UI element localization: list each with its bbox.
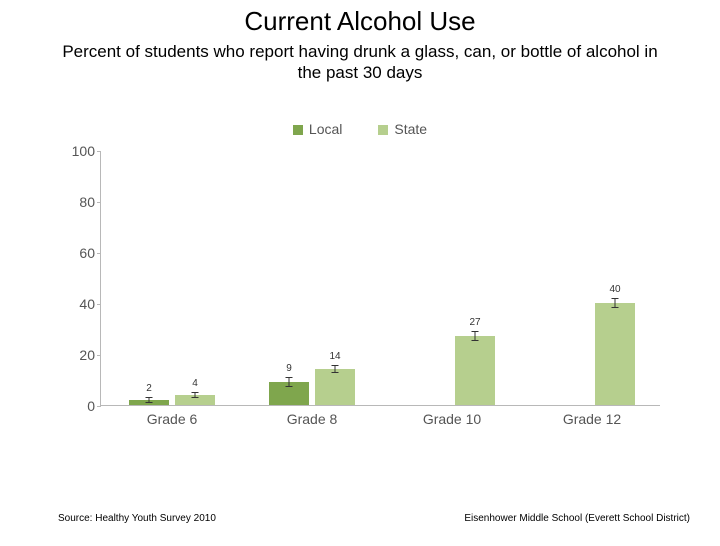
y-tick-label: 40 (61, 296, 95, 312)
y-tick-mark (97, 304, 101, 305)
error-bar (335, 365, 336, 373)
bar-value-label: 27 (469, 318, 480, 329)
y-tick-label: 20 (61, 347, 95, 363)
legend-label: State (394, 121, 427, 137)
legend-swatch (293, 125, 303, 135)
footer-school: Eisenhower Middle School (Everett School… (464, 513, 690, 524)
chart-title: Current Alcohol Use (0, 6, 720, 37)
legend-label: Local (309, 121, 342, 137)
bar: 14 (315, 369, 355, 405)
x-category-label: Grade 8 (287, 411, 338, 427)
error-bar (615, 298, 616, 308)
y-tick-mark (97, 151, 101, 152)
x-category-label: Grade 6 (147, 411, 198, 427)
bar-value-label: 2 (146, 384, 152, 395)
x-category-label: Grade 12 (563, 411, 621, 427)
y-tick-mark (97, 202, 101, 203)
bar: 4 (175, 395, 215, 405)
y-tick-label: 0 (61, 398, 95, 414)
y-tick-label: 60 (61, 245, 95, 261)
x-category-label: Grade 10 (423, 411, 481, 427)
bar-value-label: 40 (609, 285, 620, 296)
bar: 27 (455, 336, 495, 405)
y-tick-label: 100 (61, 143, 95, 159)
legend-swatch (378, 125, 388, 135)
error-bar (195, 392, 196, 398)
plot-area: 02040608010024Grade 6914Grade 827Grade 1… (100, 151, 660, 406)
error-bar (149, 397, 150, 403)
bar: 9 (269, 382, 309, 405)
bar-value-label: 14 (329, 352, 340, 363)
error-bar (289, 377, 290, 387)
legend: Local State (55, 121, 665, 137)
legend-item: State (378, 121, 427, 137)
bar: 40 (595, 303, 635, 405)
y-tick-label: 80 (61, 194, 95, 210)
y-tick-mark (97, 406, 101, 407)
y-tick-mark (97, 253, 101, 254)
error-bar (475, 331, 476, 341)
chart-container: Local State 0 20 40 60 80 100 2 4 Grade 6 9 14 Grade… (55, 121, 665, 451)
bar: 2 (129, 400, 169, 405)
footer-source: Source: Healthy Youth Survey 2010 (58, 513, 216, 524)
legend-item: Local (293, 121, 342, 137)
bar-value-label: 4 (192, 379, 198, 390)
y-tick-mark (97, 355, 101, 356)
bar-value-label: 9 (286, 364, 292, 375)
chart-subtitle: Percent of students who report having dr… (60, 41, 660, 84)
